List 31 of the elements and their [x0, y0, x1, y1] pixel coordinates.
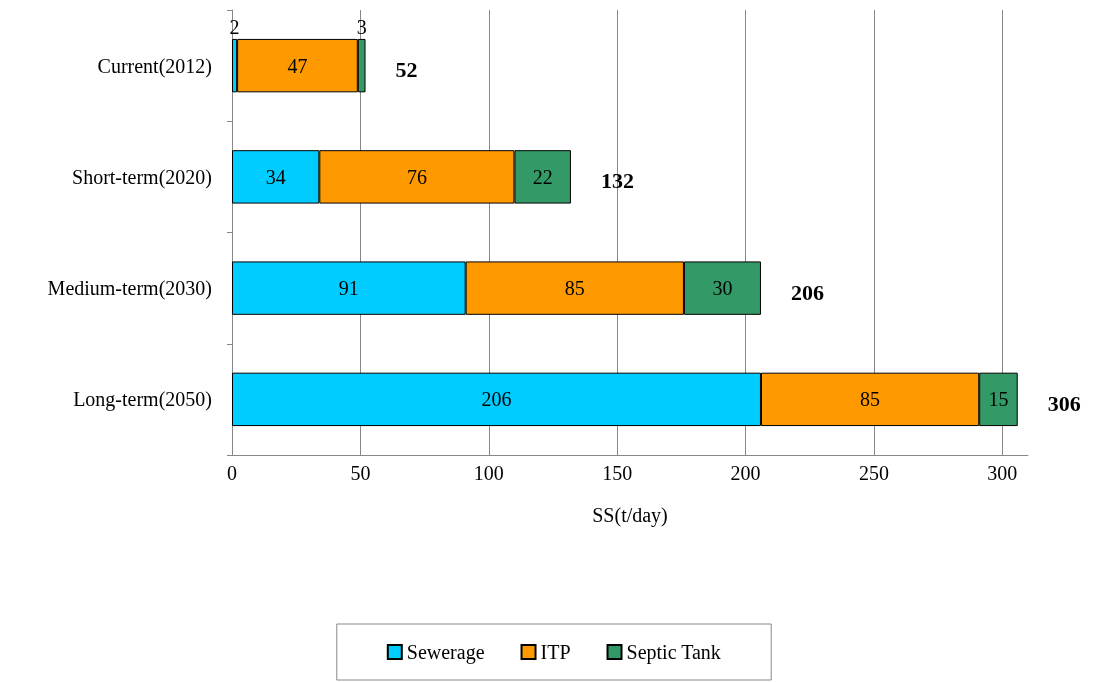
x-tick-label: 50 — [350, 462, 371, 484]
data-label: 85 — [860, 388, 881, 411]
legend-label: Sewerage — [406, 641, 485, 664]
legend-label: Septic Tank — [626, 641, 721, 664]
x-tick-label: 100 — [473, 462, 504, 484]
legend-label: ITP — [540, 641, 571, 663]
data-label: 76 — [406, 165, 427, 188]
data-label: 47 — [287, 54, 308, 77]
data-label: 206 — [481, 388, 512, 411]
y-tick-label: Short-term(2020) — [72, 165, 212, 189]
total-label: 52 — [395, 57, 418, 83]
x-tick-label: 150 — [602, 462, 633, 484]
data-label: 22 — [532, 165, 553, 188]
data-label: 85 — [564, 277, 585, 300]
x-tick-label: 200 — [730, 462, 761, 484]
data-label: 15 — [988, 388, 1009, 411]
total-label: 132 — [600, 168, 634, 194]
data-label: 34 — [265, 165, 286, 188]
x-tick-label: 250 — [858, 462, 889, 484]
y-tick-label: Medium-term(2030) — [47, 277, 212, 301]
total-label: 206 — [790, 279, 824, 305]
x-tick-label: 300 — [987, 462, 1018, 484]
y-tick-label: Current(2012) — [97, 54, 212, 78]
x-tick-label: 0 — [227, 462, 237, 484]
y-tick-label: Long-term(2050) — [73, 388, 212, 412]
data-label: 3 — [356, 15, 367, 38]
x-axis-title: SS(t/day) — [592, 504, 668, 527]
total-label: 306 — [1047, 390, 1081, 416]
data-label: 2 — [229, 15, 240, 38]
data-label: 30 — [712, 277, 733, 300]
data-label: 91 — [338, 277, 359, 300]
